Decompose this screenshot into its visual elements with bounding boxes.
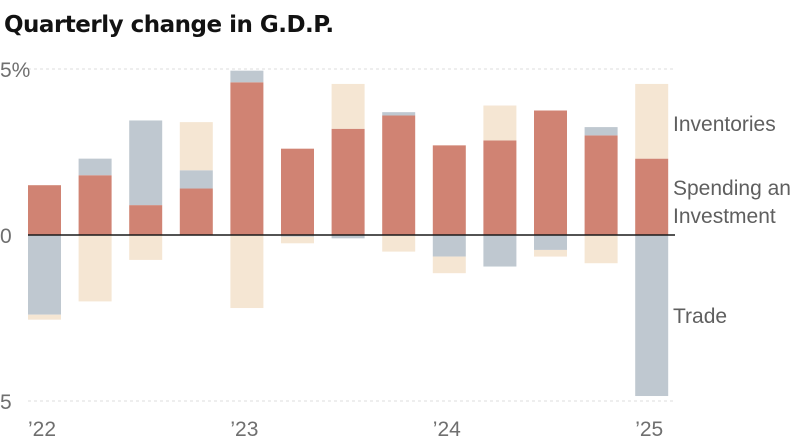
bar-spending-and-investment-q4 (230, 82, 264, 235)
y-tick-label: 5% (0, 59, 30, 82)
series-label-spending-line1: Spending an (673, 177, 791, 200)
bar-inventories-q10 (534, 249, 567, 257)
bar-inventories-q11 (584, 235, 618, 264)
bar-inventories-q6 (331, 83, 365, 129)
bar-inventories-q1 (78, 235, 112, 302)
y-tick-label: 0 (0, 225, 12, 248)
bar-trade-q1 (78, 158, 112, 176)
bar-inventories-q2 (129, 235, 163, 260)
bar-trade-q7 (382, 112, 416, 116)
bar-spending-and-investment-q10 (534, 110, 567, 235)
bar-inventories-q5 (281, 236, 314, 244)
y-tick-label: 5 (0, 391, 12, 414)
bar-trade-q8 (432, 235, 466, 257)
bar-trade-q4 (230, 70, 264, 83)
bar-layer (28, 70, 669, 397)
bar-spending-and-investment-q6 (331, 128, 365, 235)
chart-title: Quarterly change in G.D.P. (4, 12, 334, 38)
bar-spending-and-investment-q7 (382, 115, 416, 235)
bar-trade-q5 (281, 235, 314, 237)
bar-inventories-q9 (483, 105, 517, 141)
bar-spending-and-investment-q5 (281, 148, 314, 235)
bar-spending-and-investment-q11 (584, 135, 618, 235)
bar-inventories-q7 (382, 235, 416, 252)
bar-spending-and-investment-q1 (78, 175, 112, 235)
label-layer: Inventories Spending an Investment Trade (673, 113, 791, 328)
bar-inventories-q3 (179, 122, 213, 171)
series-label-trade: Trade (673, 305, 727, 328)
bar-spending-and-investment-q3 (179, 188, 213, 235)
bar-spending-and-investment-q12 (635, 158, 669, 235)
bar-spending-and-investment-q2 (129, 205, 163, 235)
bar-trade-q12 (635, 235, 669, 397)
bar-trade-q2 (129, 120, 163, 206)
series-label-inventories: Inventories (673, 113, 776, 136)
bar-trade-q0 (28, 235, 61, 315)
bar-inventories-q12 (635, 83, 669, 159)
bar-spending-and-investment-q9 (483, 140, 517, 235)
series-label-spending-line2: Investment (673, 205, 776, 228)
x-tick-label: ’24 (433, 418, 461, 441)
bar-inventories-q0 (28, 314, 61, 320)
bar-trade-q9 (483, 235, 517, 267)
bar-spending-and-investment-q0 (28, 185, 61, 235)
x-tick-label: ’23 (230, 418, 258, 441)
bar-trade-q3 (179, 170, 213, 189)
axis-layer: 5% 0 5 ’22 ’23 ’24 ’25 (0, 59, 675, 441)
bar-trade-q10 (534, 235, 567, 250)
bar-trade-q6 (331, 235, 365, 239)
x-tick-label: ’25 (635, 418, 663, 441)
bar-spending-and-investment-q8 (432, 145, 466, 235)
x-tick-label: ’22 (28, 418, 56, 441)
bar-trade-q11 (584, 127, 618, 136)
bar-inventories-q4 (230, 235, 264, 309)
bar-inventories-q8 (432, 256, 466, 274)
